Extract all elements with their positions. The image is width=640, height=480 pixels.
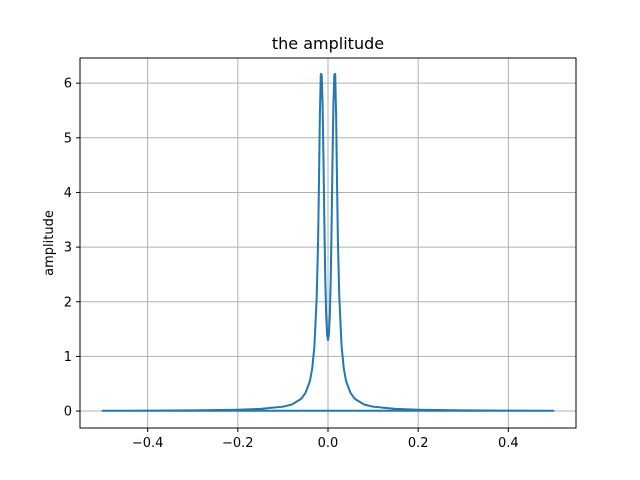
y-tick-label: 2 <box>64 295 72 310</box>
y-tick-label: 4 <box>64 186 72 201</box>
x-tick-label: 0.2 <box>408 436 429 451</box>
ticks: −0.4 −0.2 0.0 0.2 0.4 0 1 2 3 4 5 6 <box>64 77 519 451</box>
series-layer <box>101 72 555 412</box>
x-tick-label: 0.4 <box>498 436 519 451</box>
y-tick-label: 3 <box>64 241 72 256</box>
x-tick-label: 0.0 <box>318 436 339 451</box>
x-tick-label: −0.2 <box>222 436 254 451</box>
y-tick-label: 5 <box>64 131 72 146</box>
x-tick-label: −0.4 <box>132 436 164 451</box>
y-tick-label: 0 <box>64 405 72 420</box>
y-axis-label: amplitude <box>42 210 57 276</box>
y-tick-label: 1 <box>64 350 72 365</box>
y-tick-label: 6 <box>64 77 72 92</box>
series-line <box>101 72 555 412</box>
chart-title: the amplitude <box>272 34 384 53</box>
